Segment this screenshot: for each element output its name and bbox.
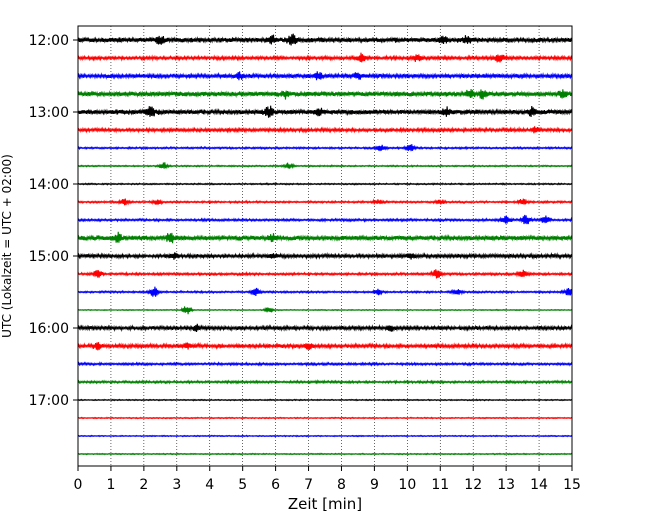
trace-1345 <box>77 162 573 170</box>
trace-1645 <box>77 379 573 385</box>
y-tick-label-1: 13:00 <box>29 105 69 121</box>
trace-1415 <box>77 198 573 206</box>
x-tick-label-3: 3 <box>172 477 181 493</box>
trace-1715 <box>77 416 573 420</box>
y-axis-ticks: 12:00 13:00 14:00 15:00 16:00 17:00 <box>29 33 78 409</box>
y-tick-label-2: 14:00 <box>29 177 69 193</box>
x-tick-label-11: 11 <box>431 477 449 493</box>
x-tick-label-0: 0 <box>74 477 83 493</box>
trace-1500 <box>77 252 573 261</box>
x-axis-label: Zeit [min] <box>288 495 362 513</box>
trace-1230 <box>77 71 573 81</box>
x-axis-ticks: 0 1 2 3 4 5 6 7 8 9 10 11 12 13 14 15 <box>74 466 581 493</box>
trace-1215 <box>77 52 573 63</box>
seismic-traces <box>77 33 573 456</box>
trace-1445 <box>77 231 573 244</box>
x-tick-label-6: 6 <box>271 477 280 493</box>
x-tick-label-1: 1 <box>106 477 115 493</box>
trace-1530 <box>77 286 573 297</box>
trace-1300 <box>77 105 573 118</box>
trace-1600 <box>77 323 573 332</box>
x-tick-label-2: 2 <box>139 477 148 493</box>
trace-1315 <box>77 126 573 134</box>
x-tick-label-9: 9 <box>370 477 379 493</box>
trace-1745 <box>77 452 573 456</box>
trace-1545 <box>77 306 573 315</box>
x-tick-label-12: 12 <box>464 477 482 493</box>
x-tick-label-4: 4 <box>205 477 214 493</box>
trace-1730 <box>77 434 573 438</box>
y-tick-label-5: 17:00 <box>29 393 69 409</box>
trace-1330 <box>77 144 573 152</box>
x-tick-label-15: 15 <box>563 477 581 493</box>
trace-1430 <box>77 214 573 225</box>
trace-1515 <box>77 269 573 279</box>
grid-lines <box>110 26 540 466</box>
x-tick-label-5: 5 <box>238 477 247 493</box>
x-tick-label-14: 14 <box>530 477 548 493</box>
y-tick-label-4: 16:00 <box>29 321 69 337</box>
trace-1615 <box>77 342 573 351</box>
plot-frame <box>77 25 573 467</box>
x-tick-label-7: 7 <box>304 477 313 493</box>
x-tick-label-13: 13 <box>497 477 515 493</box>
y-tick-label-3: 15:00 <box>29 249 69 265</box>
trace-1630 <box>77 361 573 367</box>
trace-1700 <box>77 398 573 402</box>
y-axis-label: UTC (Lokalzeit = UTC + 02:00) <box>0 154 14 338</box>
x-tick-label-10: 10 <box>398 477 416 493</box>
trace-1400 <box>77 182 573 186</box>
x-tick-label-8: 8 <box>337 477 346 493</box>
y-tick-label-0: 12:00 <box>29 33 69 49</box>
trace-1200 <box>77 33 573 46</box>
trace-1245 <box>77 89 573 100</box>
